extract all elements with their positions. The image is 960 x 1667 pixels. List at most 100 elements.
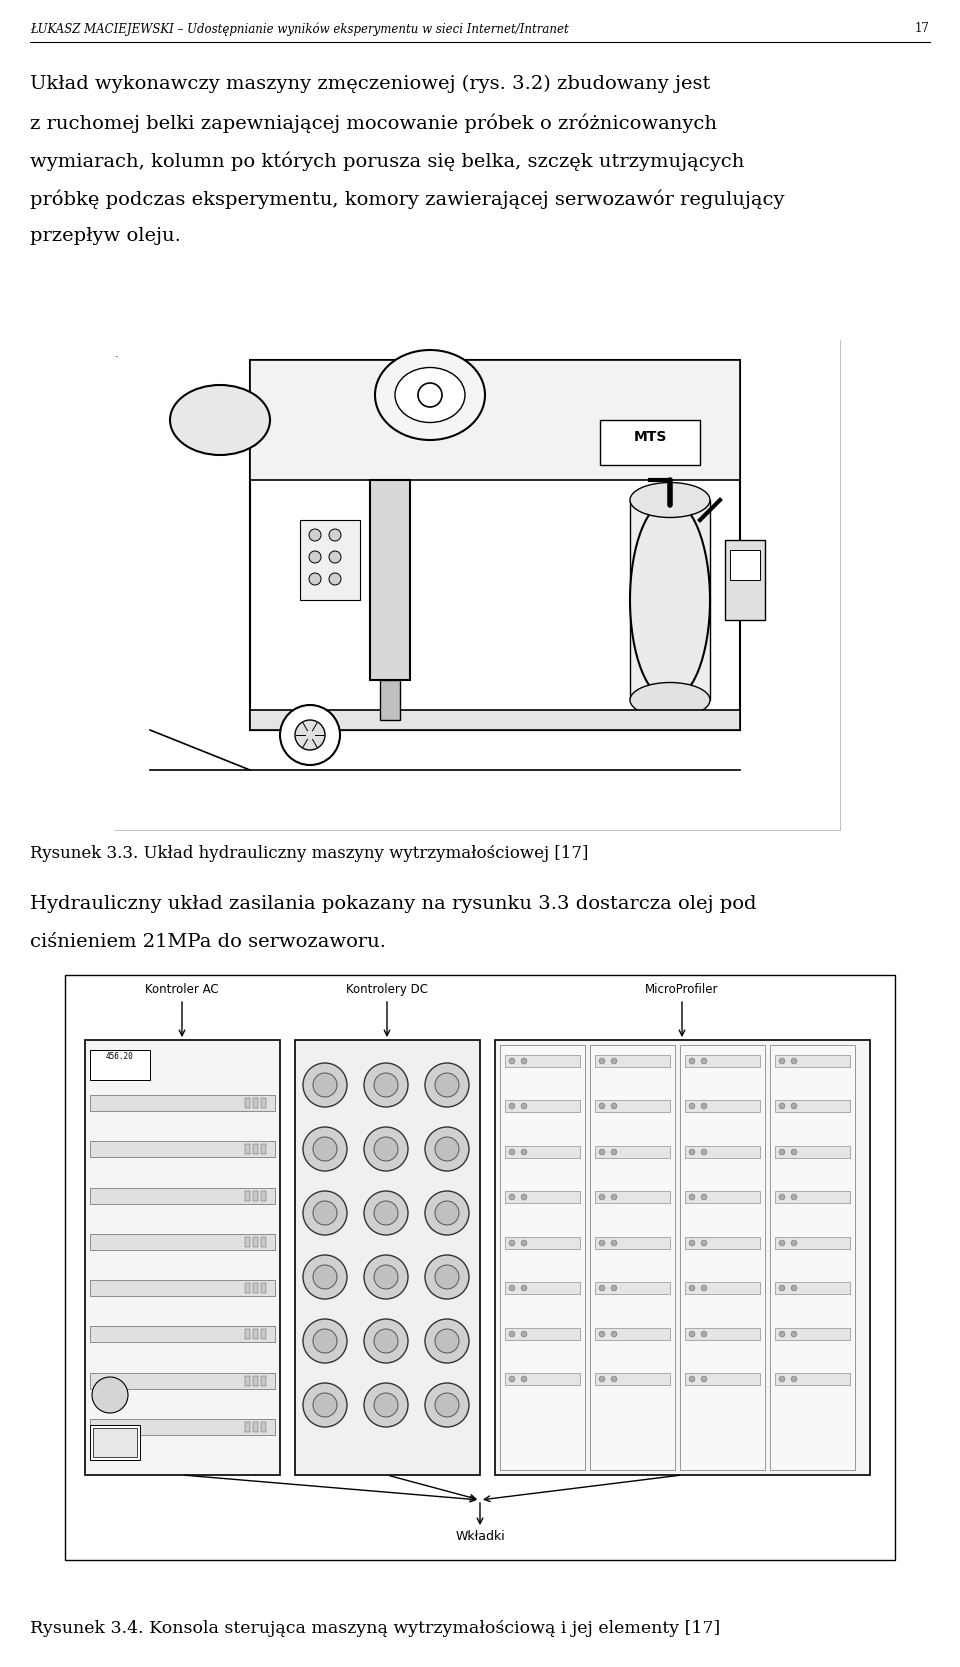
Circle shape (374, 1265, 398, 1289)
Circle shape (435, 1137, 459, 1160)
Bar (725, 540, 765, 620)
Bar (505, 1190, 580, 1204)
Circle shape (509, 1194, 515, 1200)
Text: z ruchomej belki zapewniającej mocowanie próbek o zróżnicowanych: z ruchomej belki zapewniającej mocowanie… (30, 113, 717, 132)
Circle shape (435, 1200, 459, 1225)
Circle shape (779, 1059, 785, 1064)
Circle shape (374, 1137, 398, 1160)
Bar (90, 1187, 275, 1204)
Circle shape (435, 1329, 459, 1354)
Text: MicroProfiler: MicroProfiler (645, 984, 719, 995)
Circle shape (779, 1104, 785, 1109)
Circle shape (791, 1149, 797, 1155)
Circle shape (425, 1255, 469, 1299)
Bar (93, 1429, 137, 1457)
Bar (261, 1190, 266, 1200)
Circle shape (689, 1149, 695, 1155)
Circle shape (689, 1059, 695, 1064)
Ellipse shape (170, 385, 270, 455)
Circle shape (313, 1200, 337, 1225)
Circle shape (364, 1319, 408, 1364)
Bar (295, 1040, 480, 1475)
Circle shape (521, 1330, 527, 1337)
Circle shape (435, 1265, 459, 1289)
Circle shape (303, 1127, 347, 1170)
Bar (680, 1045, 765, 1470)
Circle shape (791, 1059, 797, 1064)
Circle shape (435, 1394, 459, 1417)
Bar (775, 1100, 850, 1112)
Circle shape (509, 1149, 515, 1155)
Bar (505, 1055, 580, 1067)
Bar (595, 1374, 670, 1385)
Bar (775, 1145, 850, 1159)
Circle shape (303, 1319, 347, 1364)
Text: wymiarach, kolumn po których porusza się belka, szczęk utrzymujących: wymiarach, kolumn po których porusza się… (30, 152, 744, 170)
Bar (245, 1237, 250, 1247)
Bar (253, 1190, 258, 1200)
Text: Rysunek 3.4. Konsola sterująca maszyną wytrzymałościową i jej elementy [17]: Rysunek 3.4. Konsola sterująca maszyną w… (30, 1620, 720, 1637)
Circle shape (599, 1285, 605, 1290)
Bar (775, 1237, 850, 1249)
Bar (595, 1100, 670, 1112)
Bar (500, 1045, 585, 1470)
Bar (685, 1100, 760, 1112)
Circle shape (779, 1194, 785, 1200)
Circle shape (599, 1330, 605, 1337)
Text: MTS: MTS (634, 430, 666, 443)
Bar (380, 680, 400, 720)
Text: ·: · (115, 352, 119, 362)
Circle shape (435, 1074, 459, 1097)
Bar (505, 1237, 580, 1249)
Circle shape (701, 1285, 707, 1290)
Circle shape (701, 1194, 707, 1200)
Circle shape (364, 1064, 408, 1107)
Bar (253, 1284, 258, 1294)
Bar (261, 1375, 266, 1385)
Circle shape (374, 1200, 398, 1225)
Bar (685, 1282, 760, 1294)
Circle shape (611, 1194, 617, 1200)
Bar (600, 420, 700, 465)
Bar (630, 500, 710, 700)
Bar (245, 1375, 250, 1385)
Bar (370, 480, 410, 680)
Circle shape (303, 1255, 347, 1299)
Circle shape (779, 1330, 785, 1337)
Bar (253, 1099, 258, 1109)
Circle shape (295, 720, 325, 750)
Text: Układ wykonawczy maszyny zmęczeniowej (rys. 3.2) zbudowany jest: Układ wykonawczy maszyny zmęczeniowej (r… (30, 75, 710, 93)
Bar (775, 1329, 850, 1340)
Circle shape (689, 1330, 695, 1337)
Bar (90, 1280, 275, 1295)
Bar (245, 1284, 250, 1294)
Bar (505, 1329, 580, 1340)
Circle shape (509, 1240, 515, 1245)
Circle shape (425, 1064, 469, 1107)
Circle shape (791, 1330, 797, 1337)
Circle shape (611, 1059, 617, 1064)
Circle shape (599, 1059, 605, 1064)
Circle shape (779, 1285, 785, 1290)
Circle shape (521, 1059, 527, 1064)
Circle shape (418, 383, 442, 407)
Text: Rysunek 3.3. Układ hydrauliczny maszyny wytrzymałościowej [17]: Rysunek 3.3. Układ hydrauliczny maszyny … (30, 845, 588, 862)
Bar (685, 1190, 760, 1204)
Bar (685, 1329, 760, 1340)
Circle shape (521, 1149, 527, 1155)
Bar (90, 1327, 275, 1342)
Circle shape (364, 1190, 408, 1235)
Circle shape (689, 1375, 695, 1382)
Bar (245, 1144, 250, 1154)
Bar (253, 1329, 258, 1339)
Circle shape (521, 1194, 527, 1200)
Circle shape (611, 1240, 617, 1245)
Text: 17: 17 (915, 22, 930, 35)
Circle shape (425, 1384, 469, 1427)
Bar (261, 1329, 266, 1339)
Ellipse shape (630, 482, 710, 517)
Circle shape (689, 1104, 695, 1109)
Bar (245, 1099, 250, 1109)
Bar (595, 1055, 670, 1067)
Circle shape (701, 1330, 707, 1337)
